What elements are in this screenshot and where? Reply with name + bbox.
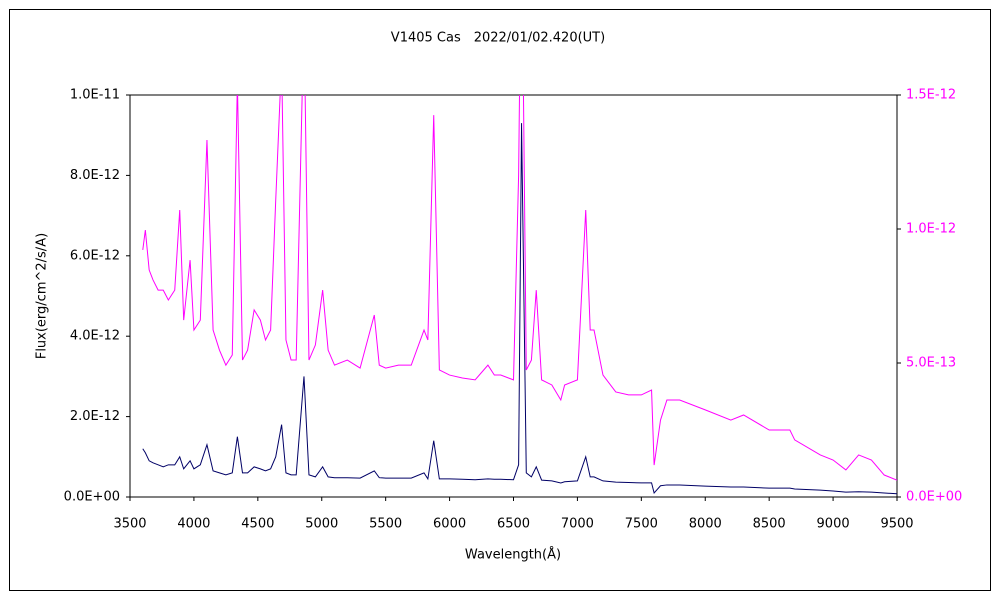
y-tick-label: 2.0E-12 [70, 409, 120, 424]
x-tick-label: 4500 [241, 517, 274, 532]
x-tick-label: 7000 [561, 517, 594, 532]
spectrum-line [142, 95, 897, 481]
x-tick-label: 3500 [113, 517, 146, 532]
y-tick-label: 8.0E-12 [70, 168, 120, 183]
spectrum-line [142, 123, 897, 495]
y-tick-label: 0.0E+00 [64, 490, 120, 505]
x-tick-label: 6500 [497, 517, 530, 532]
y-tick-label: 1.0E-11 [70, 88, 120, 103]
chart-title: V1405 Cas 2022/01/02.420(UT) [391, 31, 605, 46]
y-tick-label: 6.0E-12 [70, 248, 120, 263]
y2-tick-label: 0.0E+00 [906, 490, 962, 505]
x-tick-label: 6000 [433, 517, 466, 532]
x-tick-label: 5000 [305, 517, 338, 532]
x-axis-label: Wavelength(Å) [465, 547, 561, 563]
y2-tick-label: 1.5E-12 [906, 88, 956, 103]
x-tick-label: 4000 [177, 517, 210, 532]
y-axis-label: Flux(erg/cm^2/s/A) [35, 233, 50, 359]
x-tick-label: 8000 [689, 517, 722, 532]
x-tick-label: 9000 [817, 517, 850, 532]
chart-border [9, 9, 991, 591]
y-tick-label: 4.0E-12 [70, 329, 120, 344]
y2-tick-label: 1.0E-12 [906, 222, 956, 237]
y2-tick-label: 5.0E-13 [906, 356, 956, 371]
x-tick-label: 8500 [753, 517, 786, 532]
x-tick-label: 5500 [369, 517, 402, 532]
x-tick-label: 9500 [880, 517, 913, 532]
x-tick-label: 7500 [625, 517, 658, 532]
